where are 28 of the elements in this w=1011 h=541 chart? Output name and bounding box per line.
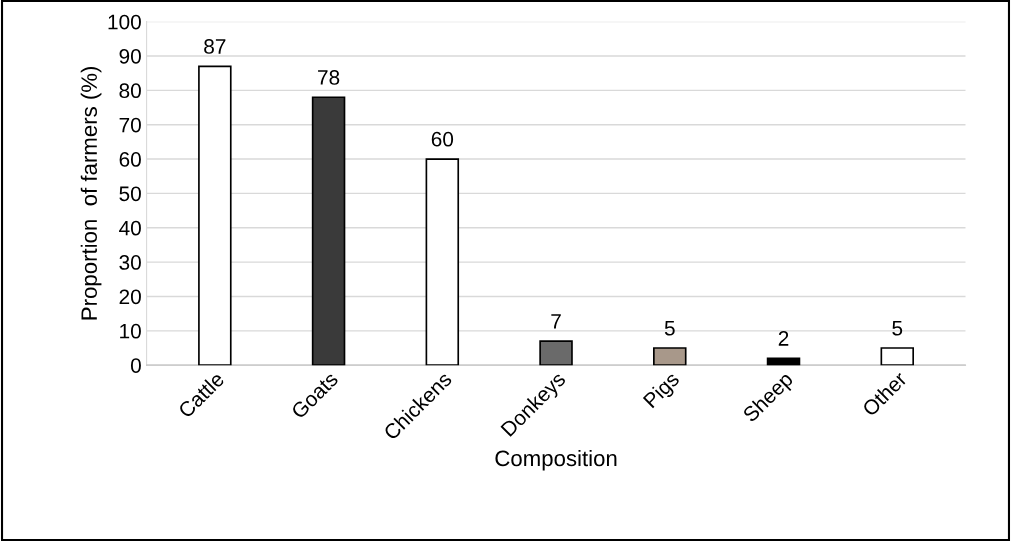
data-label: 5 [664, 321, 675, 336]
bar [880, 347, 915, 366]
bar [766, 357, 801, 366]
y-tick-label: 20 [119, 289, 141, 305]
y-tick-label: 90 [119, 48, 141, 64]
y-tick-label: 100 [108, 14, 141, 30]
bar [198, 65, 232, 366]
data-label: 5 [892, 321, 903, 336]
y-tick-label: 50 [119, 186, 141, 202]
x-axis-title: Composition [495, 449, 617, 471]
bar [311, 96, 346, 366]
data-label: 2 [778, 331, 789, 346]
y-tick-label: 40 [119, 220, 141, 236]
y-tick-label: 10 [120, 323, 141, 339]
data-label: 60 [431, 131, 454, 147]
data-label: 87 [204, 39, 226, 54]
data-label: 78 [318, 70, 340, 85]
data-label: 7 [551, 314, 561, 329]
y-tick-label: 70 [119, 117, 141, 133]
y-tick-label: 80 [119, 83, 141, 99]
y-tick-label: 60 [119, 152, 141, 167]
bar [425, 158, 460, 366]
x-tick-label: Pigs [642, 370, 683, 412]
bar [653, 347, 687, 366]
y-axis-title: Proportion of farmers (%) [80, 66, 102, 320]
bar [539, 340, 573, 366]
y-tick-label: 30 [119, 255, 141, 270]
y-tick-label: 0 [130, 358, 141, 373]
